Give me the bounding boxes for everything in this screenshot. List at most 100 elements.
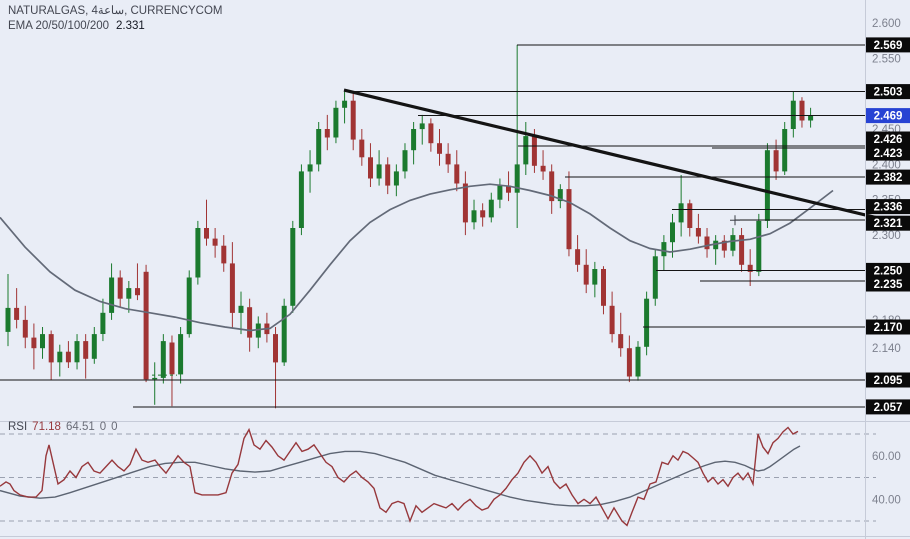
price-level-label[interactable]	[866, 84, 910, 100]
symbol-legend[interactable]: NATURALGAS, 4ساعة, CURRENCYCOM	[8, 3, 222, 17]
price-level-label[interactable]	[866, 145, 910, 161]
candle-body	[540, 165, 546, 172]
price-level-label-text: 2.235	[874, 279, 903, 291]
candle-body	[324, 129, 330, 138]
candle-body	[393, 171, 399, 186]
candle-body	[100, 312, 106, 334]
candle-body	[359, 139, 365, 158]
candle-body	[678, 203, 684, 223]
price-level-label-text: 2.170	[874, 322, 903, 334]
rsi-legend[interactable]: RSI 71.18 64.51 0 0	[8, 421, 118, 433]
price-level-label[interactable]	[866, 169, 910, 185]
candle-body	[273, 334, 278, 363]
candle-body	[506, 185, 511, 193]
price-axis-tick: 2.550	[872, 53, 901, 65]
candle-body	[126, 288, 132, 299]
candle-body	[557, 189, 563, 202]
price-level-label-text: 2.321	[874, 218, 903, 230]
candle-body	[445, 153, 451, 165]
candle-body	[212, 238, 218, 246]
price-level-label[interactable]	[866, 399, 910, 415]
candle-body	[40, 334, 45, 349]
candle-body	[601, 269, 606, 306]
candle-body	[186, 277, 192, 335]
price-level-label[interactable]	[866, 262, 910, 278]
symbol-title: NATURALGAS, 4ساعة, CURRENCYCOM	[8, 5, 223, 17]
rsi-line[interactable]	[0, 426, 799, 527]
candle-body	[65, 351, 71, 363]
candle-body	[652, 256, 658, 299]
rsi-ma-line[interactable]	[0, 445, 801, 507]
candle-body	[255, 323, 261, 338]
candle-body	[160, 341, 166, 378]
candle-body	[307, 164, 313, 172]
price-level-label[interactable]	[866, 131, 910, 147]
candle-body	[247, 307, 253, 338]
candle-body	[531, 136, 537, 166]
candle-body	[764, 150, 770, 221]
candle-body	[808, 115, 814, 121]
rsi-extra-value-1: 0	[99, 421, 107, 433]
ema-line[interactable]	[0, 183, 834, 332]
candle-body	[471, 210, 477, 223]
candle-body	[316, 129, 322, 165]
rsi-ma-value: 64.51	[65, 421, 95, 433]
price-level-label[interactable]	[866, 215, 910, 231]
candle-body	[22, 319, 28, 338]
price-level-label-text: 2.569	[874, 40, 903, 52]
candle-body	[350, 100, 356, 140]
candle-body	[747, 264, 753, 272]
candle-body	[626, 348, 632, 377]
candle-body	[135, 288, 140, 296]
candle-body	[575, 249, 581, 265]
price-level-label[interactable]	[866, 372, 910, 388]
candle-body	[488, 199, 494, 218]
candle-body	[566, 189, 572, 250]
price-axis-tick: 2.400	[872, 159, 901, 171]
candle-body	[782, 129, 788, 172]
price-level-label-text: 2.426	[874, 134, 903, 146]
candle-body	[695, 228, 701, 237]
candle-body	[480, 210, 486, 218]
ema-label: EMA 20/50/100/200	[8, 20, 110, 32]
price-level-label-text: 2.095	[874, 375, 903, 387]
descending-trendline[interactable]	[343, 88, 909, 227]
candle-body	[419, 123, 425, 130]
candle-body	[609, 305, 615, 335]
candle-body	[368, 157, 373, 179]
ema-legend[interactable]: EMA 20/50/100/200 2.331	[8, 20, 145, 32]
rsi-label: RSI	[8, 421, 28, 433]
price-level-label[interactable]	[866, 276, 910, 292]
candle-body	[411, 129, 417, 151]
rsi-value: 71.18	[32, 421, 61, 433]
candle-body	[799, 100, 805, 121]
candle-body	[428, 123, 434, 144]
candle-body	[730, 235, 736, 251]
candle-body	[713, 240, 719, 250]
candle-body	[454, 164, 460, 184]
price-level-label[interactable]	[866, 199, 910, 215]
current-price-label[interactable]	[866, 108, 910, 124]
candle-body	[756, 220, 762, 272]
price-axis-tick: 2.600	[872, 18, 901, 30]
candle-body	[14, 307, 20, 320]
price-level-label-text: 2.469	[874, 111, 903, 123]
price-level-label-text: 2.423	[874, 148, 903, 160]
candle-body	[523, 136, 529, 165]
candle-body	[773, 150, 779, 172]
candle-body	[462, 183, 468, 223]
candle-body	[437, 143, 442, 154]
candle-body	[298, 171, 304, 228]
candle-body	[333, 107, 339, 138]
candle-body	[592, 269, 598, 285]
price-level-label-text: 2.250	[874, 265, 903, 277]
candle-body	[670, 222, 675, 243]
candle-body	[376, 164, 382, 179]
price-axis-tick: 2.300	[872, 230, 901, 242]
price-level-label-text: 2.057	[874, 402, 903, 414]
candle-body	[152, 377, 158, 380]
price-level-label[interactable]	[866, 319, 910, 335]
candle-body	[91, 334, 97, 359]
price-level-label[interactable]	[866, 37, 910, 53]
